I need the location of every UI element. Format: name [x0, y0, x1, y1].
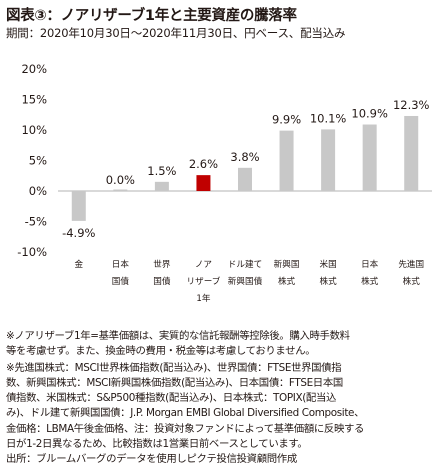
category-label: 先進国: [398, 258, 424, 270]
footnote-line: 日が1-2日異なるため、比較指数は1営業日前ベースとしています。: [6, 438, 308, 451]
footnote-line: 債指数、米国株式：S&P500種指数(配当込み)、日本株式：TOPIX(配当込: [6, 392, 337, 405]
category-label: 株式: [403, 275, 421, 287]
bar: [279, 130, 294, 191]
bar: [154, 181, 169, 191]
data-label: -4.9%: [62, 226, 95, 240]
bar: [321, 129, 336, 191]
category-label: リザーブ: [187, 275, 221, 287]
chart-subtitle: 期間：2020年10月30日～2020年11月30日、円ベース、配当込み: [6, 26, 346, 40]
footnote-line: 数、新興国株式：MSCI新興国株価指数(配当込み)、日本国債：FTSE日本国: [6, 376, 343, 389]
bar: [196, 175, 211, 191]
category-label: ドル建て: [228, 258, 262, 270]
category-label: 新興国債: [228, 275, 263, 287]
category-label: 株式: [278, 275, 296, 287]
footnote-block: ※先進国株式：MSCI世界株価指数(配当込み)、世界国債：FTSE世界国債指 数、…: [6, 361, 442, 468]
bar: [404, 115, 419, 191]
bar-chart: -10% -5% 0% 5% 10% 15% 20% -4.9% 金 0.0% 日本国債 1.5% 世界…: [17, 62, 432, 304]
category-label: 日本: [112, 258, 130, 270]
category-label: 金: [74, 258, 83, 270]
data-label: 12.3%: [393, 98, 430, 112]
y-tick-label: 20%: [21, 62, 47, 76]
footnote-line: 等を考慮せず。また、換金時の費用・税金等は考慮しておりません。: [6, 345, 316, 358]
footnotes: ※ノアリザーブ1年=基準価額は、実質的な信託報酬等控除後。購入時手数料 等を考慮せ…: [6, 329, 442, 469]
category-label: 国債: [112, 275, 130, 287]
category-label: 米国: [320, 258, 337, 270]
data-label: 1.5%: [147, 164, 176, 178]
y-tick-label: 15%: [21, 93, 47, 107]
bar: [71, 191, 86, 221]
data-label: 2.6%: [189, 157, 218, 171]
data-label: 9.9%: [272, 113, 301, 127]
data-label: 10.1%: [310, 111, 347, 125]
y-tick-label: -10%: [17, 245, 47, 259]
category-label: 1年: [196, 292, 210, 304]
y-tick-label: 0%: [29, 184, 47, 198]
footnote-line: 出所：ブルームバーグのデータを使用しピクテ投信投資顧問作成: [6, 453, 297, 466]
data-label: 0.0%: [106, 173, 135, 187]
footnote-line: み)、ドル建て新興国国債：J.P. Morgan EMBI Global Div…: [6, 407, 365, 420]
category-label: 新興国: [274, 258, 300, 270]
data-label: 3.8%: [230, 150, 259, 164]
category-label: 日本: [361, 258, 379, 270]
bar: [113, 189, 128, 191]
category-label: 株式: [320, 275, 338, 287]
footnote-line: ※ノアリザーブ1年=基準価額は、実質的な信託報酬等控除後。購入時手数料: [6, 330, 350, 342]
data-label: 10.9%: [351, 107, 388, 121]
footnote-line: 金価格：LBMA午後金価格、注：投資対象ファンドによって基準価額に反映する: [6, 422, 365, 435]
bar: [238, 167, 252, 191]
footnote-block: ※ノアリザーブ1年=基準価額は、実質的な信託報酬等控除後。購入時手数料 等を考慮せ…: [6, 329, 442, 360]
bar: [362, 124, 377, 191]
y-tick-label: -5%: [25, 215, 47, 229]
y-tick-label: 10%: [21, 123, 47, 137]
y-tick-label: 5%: [29, 154, 47, 168]
chart-title: 図表③：ノアリザーブ1年と主要資産の騰落率: [6, 8, 297, 24]
category-label: 世界: [153, 258, 171, 270]
category-label: 国債: [153, 275, 171, 287]
category-label: ノア: [195, 260, 212, 270]
category-label: 株式: [361, 275, 379, 287]
footnote-line: ※先進国株式：MSCI世界株価指数(配当込み)、世界国債：FTSE世界国債指: [6, 361, 342, 374]
